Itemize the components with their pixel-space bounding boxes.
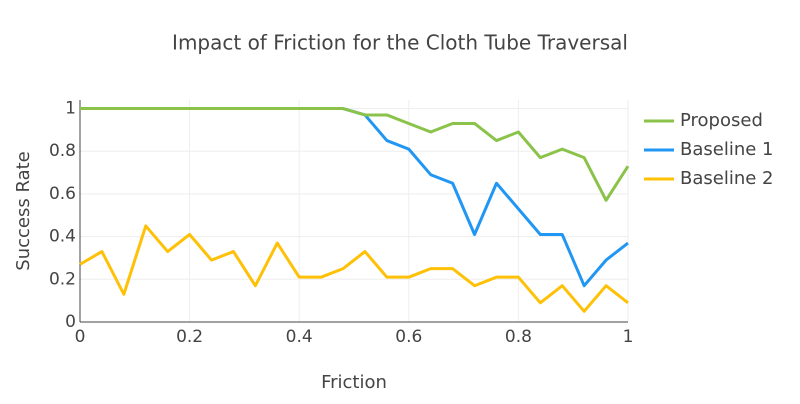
y-tick-label: 0: [65, 312, 76, 332]
y-tick-label: 0.4: [49, 227, 76, 247]
y-axis-label: Success Rate: [13, 151, 34, 270]
x-tick-label: 0.8: [505, 327, 532, 347]
chart-title: Impact of Friction for the Cloth Tube Tr…: [172, 31, 628, 55]
x-tick-label: 1: [623, 327, 634, 347]
y-tick-label: 1: [65, 99, 76, 119]
x-tick-label: 0: [75, 327, 86, 347]
x-tick-label: 0.4: [286, 327, 313, 347]
x-tick-label: 0.2: [176, 327, 203, 347]
legend-label: Baseline 1: [680, 139, 774, 160]
y-tick-label: 0.6: [49, 184, 76, 204]
y-tick-label: 0.2: [49, 269, 76, 289]
x-tick-label: 0.6: [395, 327, 422, 347]
y-tick-label: 0.8: [49, 141, 76, 161]
series-line: [79, 224, 629, 313]
legend-label: Proposed: [680, 110, 763, 131]
series-line: [80, 107, 630, 202]
x-axis-label: Friction: [321, 372, 387, 393]
legend-label: Baseline 2: [680, 168, 774, 189]
